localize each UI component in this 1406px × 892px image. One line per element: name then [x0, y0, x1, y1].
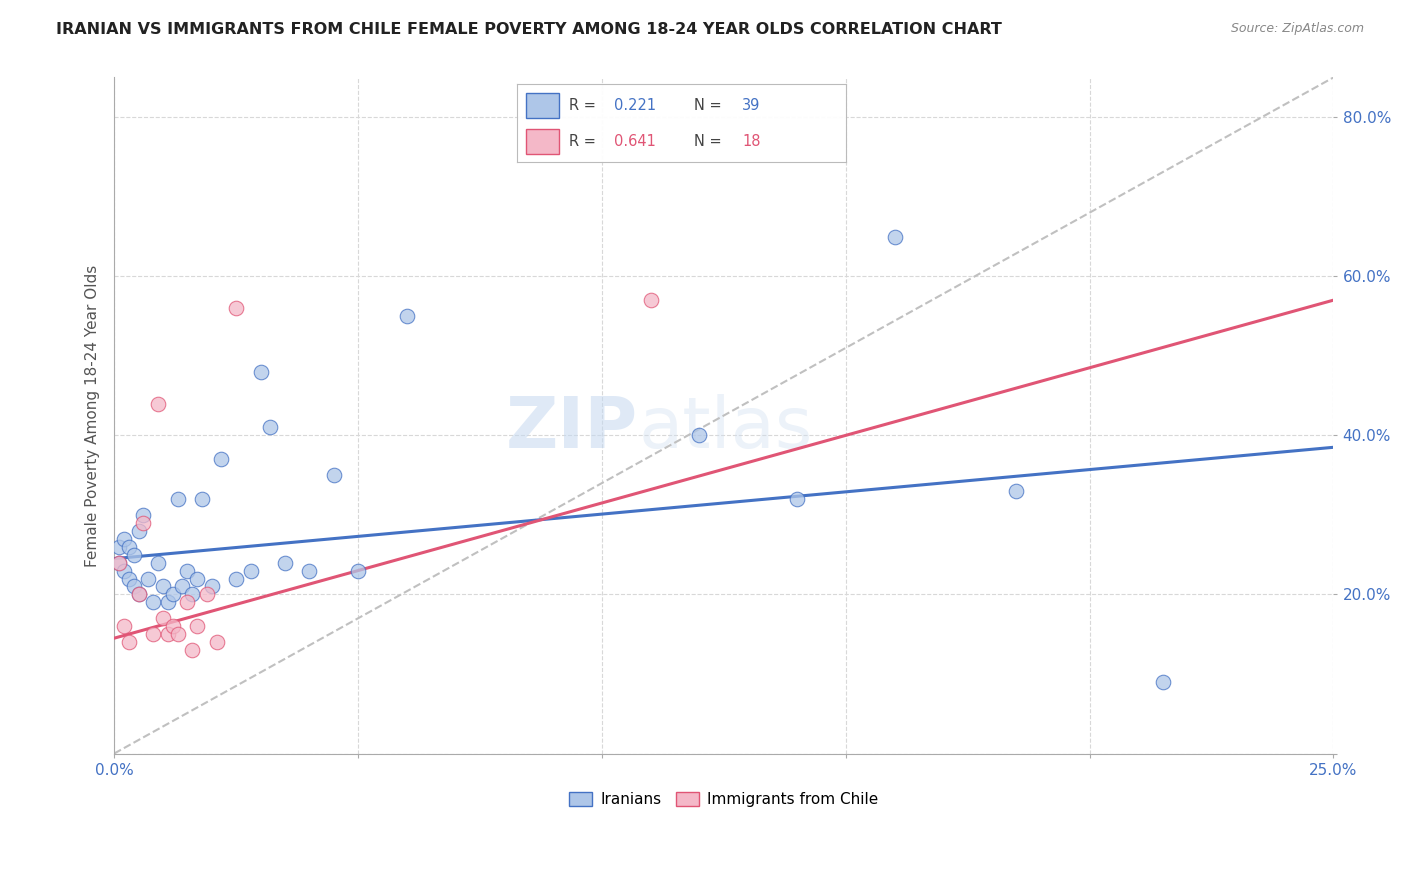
- Point: [118, 635, 141, 649]
- Point: [112, 564, 135, 578]
- Point: [146, 556, 169, 570]
- Text: ZIP: ZIP: [506, 394, 638, 464]
- Point: [146, 396, 169, 410]
- Point: [259, 420, 281, 434]
- Point: [156, 595, 179, 609]
- Point: [688, 428, 710, 442]
- Point: [211, 452, 233, 467]
- Point: [883, 229, 905, 244]
- Point: [166, 491, 188, 506]
- Point: [162, 587, 184, 601]
- Point: [128, 587, 150, 601]
- Point: [225, 301, 247, 315]
- Point: [122, 548, 145, 562]
- Point: [249, 365, 271, 379]
- Point: [172, 579, 194, 593]
- Point: [322, 468, 344, 483]
- Point: [186, 619, 208, 633]
- Point: [118, 572, 141, 586]
- Point: [128, 524, 150, 538]
- Point: [156, 627, 179, 641]
- Point: [152, 611, 174, 625]
- Point: [122, 579, 145, 593]
- Point: [162, 619, 184, 633]
- Point: [205, 635, 228, 649]
- Point: [201, 579, 224, 593]
- Point: [108, 556, 131, 570]
- Point: [108, 540, 131, 554]
- Point: [1152, 674, 1174, 689]
- Point: [142, 595, 165, 609]
- Point: [1005, 483, 1028, 498]
- Legend: Iranians, Immigrants from Chile: Iranians, Immigrants from Chile: [564, 786, 884, 814]
- Point: [347, 564, 370, 578]
- Point: [395, 309, 418, 323]
- Point: [640, 293, 662, 307]
- Point: [786, 491, 808, 506]
- Point: [298, 564, 321, 578]
- Point: [181, 643, 204, 657]
- Point: [186, 572, 208, 586]
- Point: [128, 587, 150, 601]
- Point: [195, 587, 218, 601]
- Point: [176, 564, 198, 578]
- Point: [112, 532, 135, 546]
- Text: Source: ZipAtlas.com: Source: ZipAtlas.com: [1230, 22, 1364, 36]
- Point: [132, 508, 155, 522]
- Point: [239, 564, 262, 578]
- Point: [132, 516, 155, 530]
- Point: [274, 556, 297, 570]
- Point: [118, 540, 141, 554]
- Y-axis label: Female Poverty Among 18-24 Year Olds: Female Poverty Among 18-24 Year Olds: [86, 264, 100, 566]
- Point: [181, 587, 204, 601]
- Point: [166, 627, 188, 641]
- Point: [152, 579, 174, 593]
- Point: [142, 627, 165, 641]
- Point: [191, 491, 214, 506]
- Point: [225, 572, 247, 586]
- Point: [108, 556, 131, 570]
- Text: IRANIAN VS IMMIGRANTS FROM CHILE FEMALE POVERTY AMONG 18-24 YEAR OLDS CORRELATIO: IRANIAN VS IMMIGRANTS FROM CHILE FEMALE …: [56, 22, 1002, 37]
- Point: [112, 619, 135, 633]
- Point: [136, 572, 159, 586]
- Point: [176, 595, 198, 609]
- Text: atlas: atlas: [638, 394, 813, 464]
